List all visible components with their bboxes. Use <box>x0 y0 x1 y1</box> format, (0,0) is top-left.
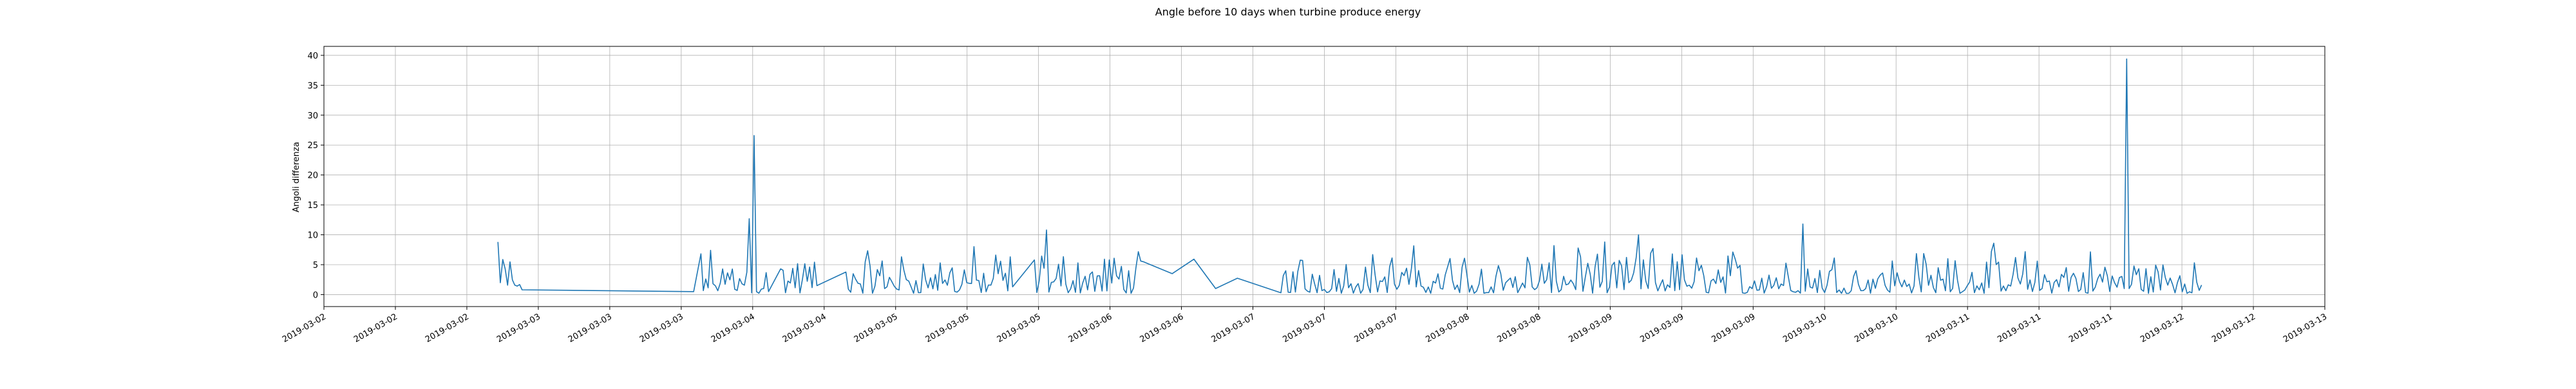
x-tick-label: 2019-03-05 <box>996 312 1043 345</box>
x-tick-label: 2019-03-08 <box>1424 312 1471 345</box>
x-tick-label: 2019-03-10 <box>1781 312 1828 345</box>
x-tick-label: 2019-03-06 <box>1067 312 1114 345</box>
y-tick-label: 10 <box>307 231 318 241</box>
x-tick-label: 2019-03-13 <box>2282 312 2329 345</box>
y-tick-label: 20 <box>307 171 318 181</box>
plot-frame <box>323 46 2325 307</box>
x-tick-label: 2019-03-02 <box>352 312 399 345</box>
x-tick-label: 2019-03-07 <box>1282 312 1329 345</box>
y-tick-label: 25 <box>307 141 318 151</box>
chart-title: Angle before 10 days when turbine produc… <box>1155 6 1421 18</box>
x-tick-label: 2019-03-08 <box>1495 312 1542 345</box>
y-tick-label: 35 <box>307 81 318 91</box>
x-tick-label: 2019-03-02 <box>281 312 328 345</box>
series-line <box>497 58 2202 294</box>
grid <box>323 46 2325 307</box>
axes: 0 5 10 15 20 25 30 35 40 2019-03-02 2019-03-02 2019… <box>281 52 2329 345</box>
x-tick-label: 2019-03-12 <box>2210 312 2257 345</box>
x-tick-label: 2019-03-03 <box>638 312 685 345</box>
x-tick-label: 2019-03-04 <box>710 312 757 345</box>
series-layer <box>497 58 2202 294</box>
x-tick-label: 2019-03-09 <box>1710 312 1757 345</box>
x-tick-label: 2019-03-11 <box>1924 312 1971 345</box>
x-tick-label: 2019-03-04 <box>781 312 828 345</box>
x-tick-label: 2019-03-10 <box>1853 312 1900 345</box>
y-tick-label: 5 <box>313 261 318 270</box>
y-tick-label: 15 <box>307 201 318 211</box>
x-tick-label: 2019-03-07 <box>1353 312 1400 345</box>
x-tick-label: 2019-03-05 <box>853 312 900 345</box>
y-tick-label: 30 <box>307 111 318 121</box>
y-tick-label: 0 <box>313 290 318 300</box>
x-tick-label: 2019-03-05 <box>924 312 971 345</box>
x-tick-label: 2019-03-09 <box>1567 312 1614 345</box>
x-tick-label: 2019-03-11 <box>2067 312 2114 345</box>
y-axis-label: Angoli differenza <box>292 142 301 213</box>
x-tick-label: 2019-03-12 <box>2139 312 2186 345</box>
x-tick-label: 2019-03-11 <box>1996 312 2043 345</box>
x-tick-label: 2019-03-02 <box>424 312 471 345</box>
x-tick-label: 2019-03-03 <box>567 312 614 345</box>
y-tick-label: 40 <box>307 52 318 61</box>
x-tick-label: 2019-03-06 <box>1139 312 1186 345</box>
x-tick-label: 2019-03-09 <box>1638 312 1685 345</box>
x-tick-label: 2019-03-07 <box>1210 312 1257 345</box>
x-tick-label: 2019-03-03 <box>495 312 542 345</box>
